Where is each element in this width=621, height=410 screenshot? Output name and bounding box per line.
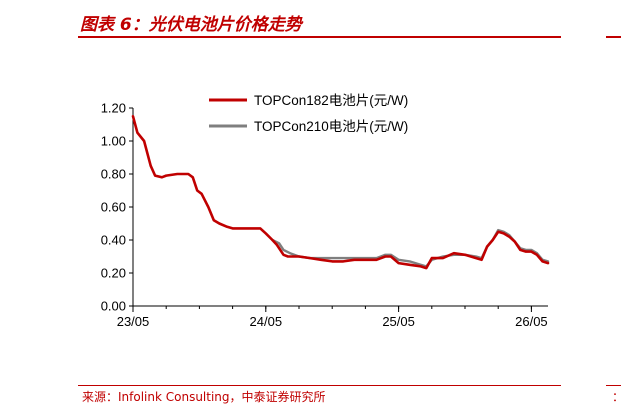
chart-axes: 0.00 0.20 0.40 0.60 0.80 1.00 1.20 23/05 24/05 25… [101, 101, 548, 329]
y-tick-label: 0.60 [101, 200, 126, 215]
x-tick-label: 25/05 [382, 314, 415, 329]
y-tick-label: 0.00 [101, 299, 126, 314]
legend-label-2: TOPCon210电池片(元/W) [254, 119, 408, 134]
series-line-1 [131, 115, 550, 270]
y-tick-label: 0.80 [101, 167, 126, 182]
title-bar: 图表 6：光伏电池片价格走势 [78, 6, 561, 38]
figure-title: 图表 6：光伏电池片价格走势 [80, 15, 302, 35]
legend-label-1: TOPCon182电池片(元/W) [254, 93, 408, 108]
title-bar-next-column [606, 6, 621, 38]
x-tick-label: 23/05 [117, 314, 150, 329]
y-tick-label: 0.40 [101, 233, 126, 248]
source-divider-next-column [606, 385, 621, 386]
x-tick-label: 24/05 [250, 314, 283, 329]
x-tick-label: 26/05 [515, 314, 548, 329]
source-note-next-column: ： [612, 388, 621, 405]
y-tick-label: 1.00 [101, 134, 126, 149]
y-tick-label: 1.20 [101, 101, 126, 116]
chart-series [131, 115, 550, 270]
source-divider [78, 385, 561, 386]
line-chart: 0.00 0.20 0.40 0.60 0.80 1.00 1.20 23/05 24/05 25… [101, 93, 550, 329]
y-tick-label: 0.20 [101, 266, 126, 281]
source-note: 来源：Infolink Consulting，中泰证券研究所 [82, 390, 326, 404]
chart-legend: TOPCon182电池片(元/W) TOPCon210电池片(元/W) [209, 93, 408, 134]
